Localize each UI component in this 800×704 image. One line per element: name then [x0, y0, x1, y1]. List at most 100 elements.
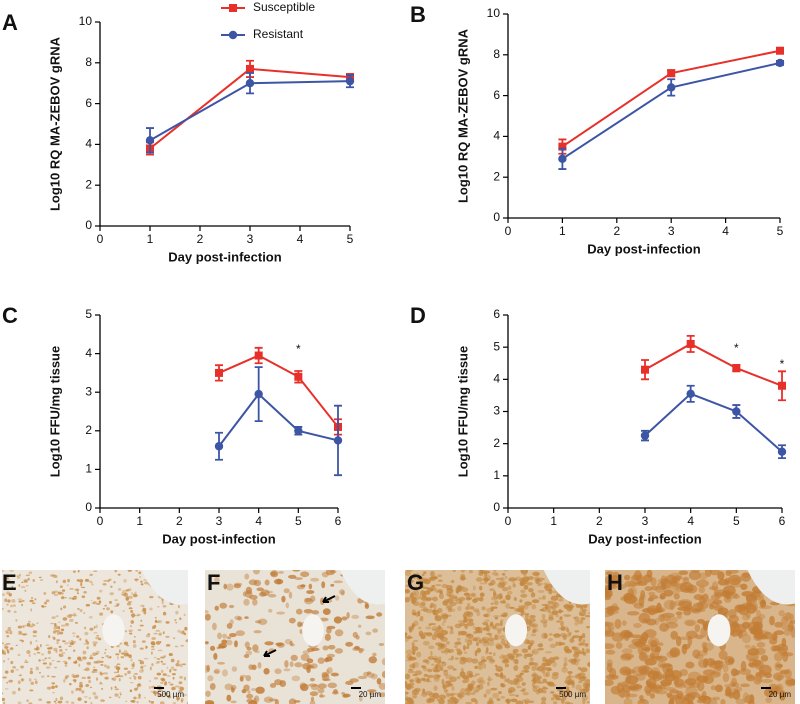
stain — [481, 606, 486, 611]
stain — [109, 600, 112, 604]
stain — [476, 685, 481, 688]
stain — [646, 570, 653, 578]
micrograph — [2, 570, 188, 704]
stain — [245, 675, 252, 682]
stain — [257, 661, 262, 669]
x-tick-label: 2 — [596, 514, 603, 528]
stain — [274, 699, 279, 704]
stain — [415, 572, 420, 578]
stain — [484, 612, 491, 618]
stain — [328, 644, 336, 650]
stain — [248, 664, 254, 670]
marker — [254, 351, 263, 360]
stain — [102, 607, 106, 610]
stain — [550, 697, 555, 701]
stain — [627, 693, 638, 698]
stain — [17, 687, 21, 691]
stain — [158, 632, 163, 636]
stain — [437, 608, 443, 614]
stain — [125, 597, 129, 601]
stain — [150, 701, 155, 704]
stain — [205, 641, 209, 645]
stain — [760, 654, 769, 662]
arrow — [263, 649, 277, 657]
stain — [66, 614, 70, 618]
panel-label: C — [2, 303, 18, 328]
stain — [39, 644, 42, 648]
stain — [759, 599, 767, 608]
stain — [487, 675, 491, 682]
stain — [457, 692, 465, 698]
stain — [83, 590, 87, 594]
stain — [23, 580, 28, 583]
stain — [520, 581, 527, 586]
stain — [509, 606, 515, 609]
vessel — [747, 570, 795, 605]
stain — [60, 624, 66, 627]
stain — [630, 634, 643, 639]
stain — [82, 650, 87, 655]
stain — [29, 670, 34, 675]
stain — [309, 691, 319, 697]
stain — [475, 577, 483, 582]
stain — [744, 644, 751, 649]
stain — [140, 604, 145, 607]
stain — [507, 585, 512, 591]
stain — [333, 616, 343, 624]
stain — [785, 612, 791, 620]
stain — [483, 663, 486, 669]
stain — [429, 622, 437, 626]
stain — [87, 676, 91, 680]
marker — [245, 79, 255, 88]
stain — [748, 662, 755, 667]
y-tick-label: 4 — [493, 372, 500, 386]
stain — [418, 602, 426, 609]
stain — [68, 597, 71, 600]
stain — [159, 701, 165, 704]
stain — [26, 699, 29, 702]
stain — [246, 693, 254, 699]
stain — [419, 577, 425, 583]
y-tick-label: 2 — [493, 436, 500, 450]
stain — [663, 589, 674, 597]
stain — [508, 693, 516, 697]
stain — [116, 666, 121, 669]
stain — [519, 672, 524, 676]
stain — [53, 575, 58, 579]
stain — [58, 626, 61, 630]
stain — [452, 668, 457, 671]
stain — [787, 621, 794, 632]
stain — [108, 578, 112, 581]
stain — [482, 638, 486, 641]
stain — [165, 621, 170, 624]
stain — [26, 650, 31, 654]
stain — [120, 652, 125, 655]
stain — [117, 655, 119, 660]
stain — [542, 662, 548, 667]
stain — [692, 602, 704, 612]
stain — [130, 609, 134, 613]
stain — [630, 586, 637, 597]
stain — [33, 624, 36, 627]
stain — [283, 588, 290, 594]
stain — [7, 650, 10, 654]
stain — [172, 676, 175, 680]
stain — [724, 577, 731, 586]
stain — [449, 630, 454, 635]
stain — [358, 695, 363, 702]
stain — [450, 692, 455, 697]
stain — [39, 579, 44, 581]
stain — [119, 675, 124, 678]
stain — [92, 668, 98, 672]
y-tick-label: 2 — [85, 177, 92, 191]
stain — [551, 610, 559, 616]
stain — [51, 685, 55, 689]
stain — [283, 668, 291, 672]
stain — [73, 649, 76, 652]
stain — [289, 640, 293, 647]
stain — [756, 609, 762, 618]
stain — [12, 666, 17, 669]
stain — [148, 700, 151, 703]
panel-label: B — [410, 2, 426, 27]
stain — [740, 572, 752, 582]
